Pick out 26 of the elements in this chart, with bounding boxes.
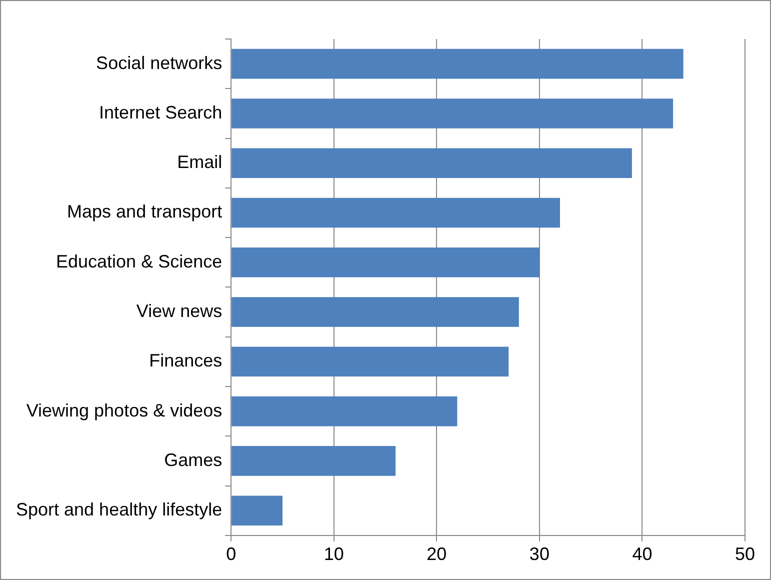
bar: [232, 446, 396, 476]
bar: [232, 98, 674, 128]
y-tick-label: Viewing photos & videos: [26, 400, 222, 420]
y-tick-label: View news: [136, 300, 222, 321]
x-tick-label: 10: [324, 544, 344, 564]
bar: [232, 48, 684, 79]
y-tick-label: Games: [164, 450, 222, 470]
y-tick-label: Internet Search: [99, 102, 222, 122]
bar: [232, 396, 458, 426]
y-tick-label: Finances: [149, 350, 222, 371]
x-tick-label: 0: [226, 544, 236, 564]
y-tick-label: Sport and healthy lifestyle: [16, 500, 222, 520]
bar: [232, 148, 632, 178]
bar: [232, 297, 519, 327]
bar: [232, 496, 283, 526]
y-tick-label: Email: [177, 152, 222, 172]
y-tick-label: Maps and transport: [67, 202, 222, 222]
x-tick-label: 50: [734, 544, 756, 564]
bar: [232, 247, 540, 278]
x-tick-label: 20: [426, 544, 447, 564]
bar: [232, 346, 509, 377]
y-tick-label: Education & Science: [56, 251, 222, 272]
bar: [232, 198, 560, 228]
x-tick-label: 40: [632, 544, 652, 564]
y-tick-label: Social networks: [96, 52, 222, 73]
x-tick-label: 30: [529, 544, 550, 564]
